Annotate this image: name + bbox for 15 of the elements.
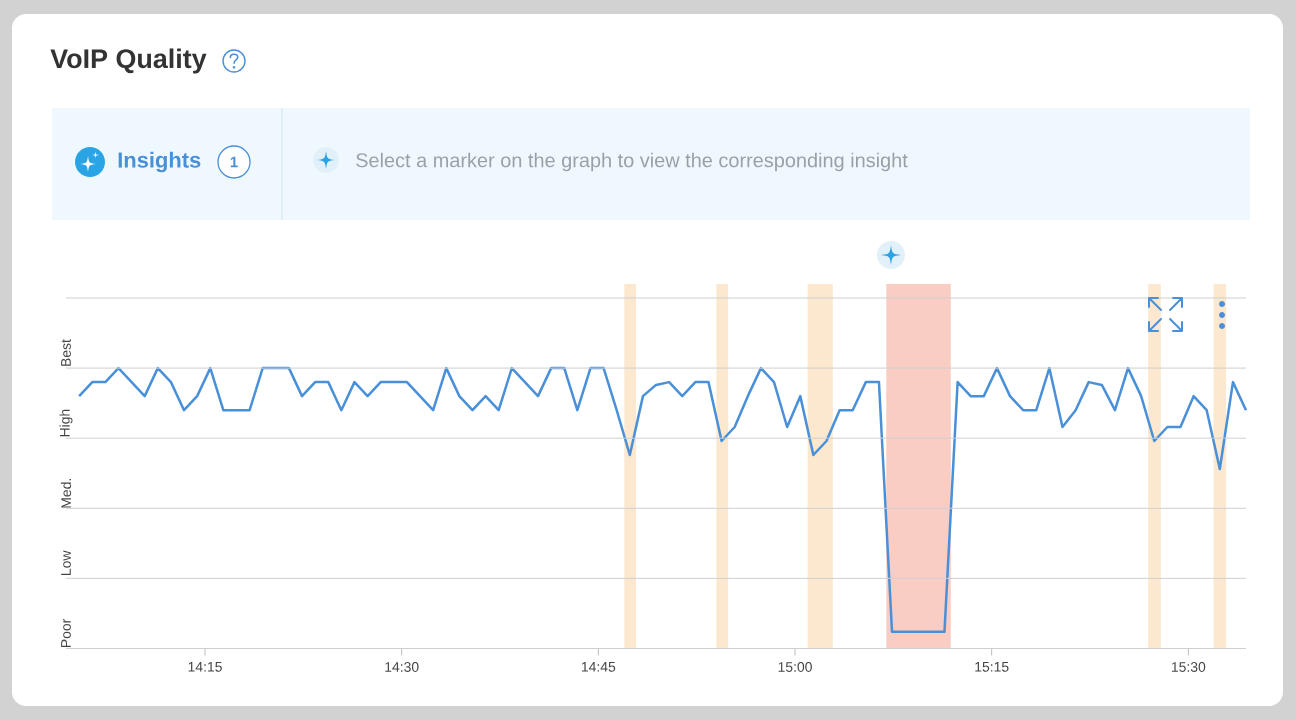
text: Best: [61, 339, 71, 366]
annotation: High: [59, 409, 73, 437]
x-tick-label: 14:30: [385, 661, 419, 672]
annotation: Med.: [60, 479, 72, 508]
annotation: Low: [61, 550, 71, 575]
annotation: Poor: [61, 618, 71, 648]
x-tick-label: 14:15: [188, 662, 222, 672]
text: Select a marker on the graph to view the corresponding insight: [356, 152, 908, 172]
chart-title: VoIP Quality: [50, 48, 207, 74]
x-tick-label: 15:30: [1171, 661, 1206, 672]
text: 1: [230, 156, 238, 168]
x-tick-label: 14:45: [581, 662, 616, 672]
text: Insights: [118, 151, 201, 173]
x-tick-label: 15:15: [975, 662, 1009, 672]
x-tick-label: 15:00: [778, 661, 812, 672]
